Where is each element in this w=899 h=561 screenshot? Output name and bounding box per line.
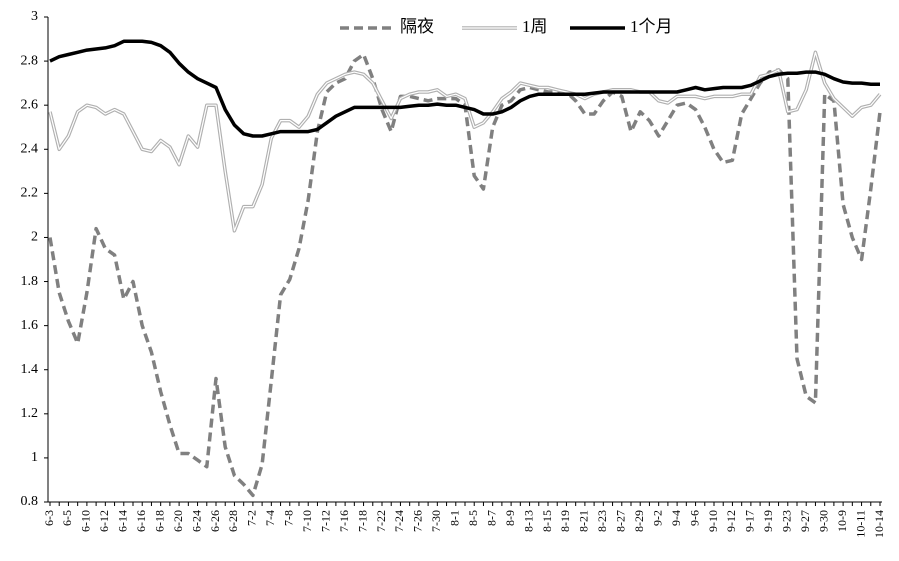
y-tick-label: 1.4 [21,362,39,377]
x-tick-label: 6-14 [116,510,130,532]
y-tick-label: 1.8 [21,274,39,289]
series-line [49,39,880,138]
x-tick-label: 6-3 [42,510,56,526]
x-tick-label: 9-27 [798,510,812,532]
x-tick-label: 8-15 [540,510,554,532]
x-tick-label: 7-26 [411,510,425,532]
x-tick-label: 9-30 [816,510,830,532]
x-tick-label: 8-1 [448,510,462,526]
x-tick-label: 6-5 [60,510,74,526]
x-tick-label: 9-19 [761,510,775,532]
series-line-inner [49,51,881,232]
x-tick-label: 10-9 [835,510,849,532]
x-tick-label: 9-10 [706,510,720,532]
y-tick-label: 2 [31,230,38,245]
legend-label: 1周 [522,17,548,36]
x-tick-label: 6-12 [97,510,111,532]
y-tick-label: 3 [31,9,38,24]
x-tick-label: 8-21 [577,510,591,532]
x-tick-label: 8-19 [558,510,572,532]
x-tick-label: 6-28 [226,510,240,532]
x-tick-label: 9-6 [687,510,701,526]
x-tick-label: 6-24 [189,510,203,532]
legend-label: 1个月 [630,17,673,36]
series-line [48,52,882,498]
x-tick-label: 7-22 [374,510,388,532]
x-tick-label: 6-10 [79,510,93,532]
x-tick-label: 9-4 [669,510,683,526]
x-tick-label: 7-12 [318,510,332,532]
y-tick-label: 0.8 [21,494,39,509]
x-tick-label: 8-5 [466,510,480,526]
x-tick-label: 7-10 [300,510,314,532]
x-tick-label: 10-14 [872,510,886,538]
x-tick-label: 6-16 [134,510,148,532]
y-tick-label: 2.4 [21,141,39,156]
y-tick-label: 1 [31,450,38,465]
x-tick-label: 9-2 [650,510,664,526]
x-tick-label: 9-23 [780,510,794,532]
x-tick-label: 8-13 [521,510,535,532]
series-line [48,50,882,233]
x-tick-label: 8-9 [503,510,517,526]
x-tick-label: 6-26 [208,510,222,532]
x-tick-label: 7-16 [337,510,351,532]
x-tick-label: 8-29 [632,510,646,532]
x-tick-label: 7-18 [355,510,369,532]
x-tick-label: 6-20 [171,510,185,532]
x-tick-label: 7-8 [282,510,296,526]
legend-label: 隔夜 [400,17,434,36]
x-tick-label: 8-27 [614,510,628,532]
y-tick-label: 1.2 [21,406,39,421]
x-tick-label: 7-24 [392,510,406,532]
x-tick-label: 9-12 [724,510,738,532]
x-tick-label: 8-7 [484,510,498,526]
y-tick-label: 2.8 [21,53,39,68]
x-tick-label: 7-4 [263,510,277,526]
y-tick-label: 2.2 [21,186,39,201]
x-tick-label: 6-18 [152,510,166,532]
x-tick-label: 9-17 [743,510,757,532]
y-tick-label: 1.6 [21,318,39,333]
x-tick-label: 7-2 [245,510,259,526]
x-tick-label: 10-11 [853,510,867,538]
x-tick-label: 8-23 [595,510,609,532]
x-tick-label: 7-30 [429,510,443,532]
y-tick-label: 2.6 [21,97,39,112]
